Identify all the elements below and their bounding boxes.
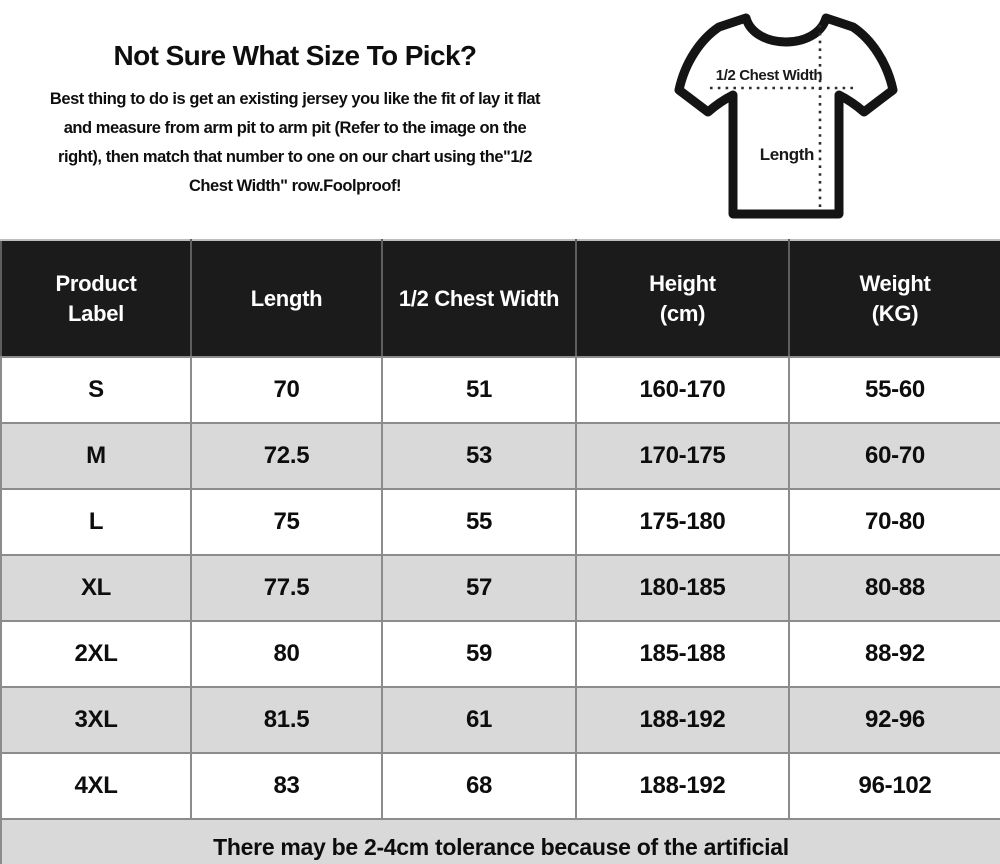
tshirt-outline-icon (674, 13, 898, 219)
size-cell: 92-96 (788, 686, 1000, 754)
size-cell: 188-192 (575, 686, 790, 754)
size-label: S (0, 356, 192, 424)
size-row-s: S 70 51 160-170 55-60 (0, 356, 1000, 424)
page-title: Not Sure What Size To Pick? (113, 40, 477, 71)
size-cell: 55 (381, 488, 577, 556)
size-row-4xl: 4XL 83 68 188-192 96-102 (0, 752, 1000, 820)
size-cell: 188-192 (575, 752, 790, 820)
size-cell: 61 (381, 686, 577, 754)
size-cell: 80 (190, 620, 383, 688)
length-label: Length (760, 145, 814, 164)
header-cell-product-label: Product Label (0, 239, 192, 358)
size-cell: 88-92 (788, 620, 1000, 688)
size-row-2xl: 2XL 80 59 185-188 88-92 (0, 620, 1000, 688)
size-table-header-row: Product Label Length 1/2 Chest Width Hei… (0, 239, 1000, 358)
size-cell: 83 (190, 752, 383, 820)
tshirt-diagram: 1/2 Chest Width Length (666, 4, 906, 232)
size-cell: 77.5 (190, 554, 383, 622)
header-cell-weight: Weight (KG) (788, 239, 1000, 358)
size-cell: 175-180 (575, 488, 790, 556)
size-cell: 81.5 (190, 686, 383, 754)
size-cell: 180-185 (575, 554, 790, 622)
size-cell: 72.5 (190, 422, 383, 490)
size-cell: 51 (381, 356, 577, 424)
size-cell: 59 (381, 620, 577, 688)
size-row-3xl: 3XL 81.5 61 188-192 92-96 (0, 686, 1000, 754)
intro-block: Not Sure What Size To Pick? Best thing t… (0, 40, 590, 201)
size-cell: 80-88 (788, 554, 1000, 622)
size-cell: 185-188 (575, 620, 790, 688)
tolerance-note: There may be 2-4cm tolerance because of … (0, 818, 1000, 864)
size-row-m: M 72.5 53 170-175 60-70 (0, 422, 1000, 490)
header-cell-height: Height (cm) (575, 239, 790, 358)
size-cell: 53 (381, 422, 577, 490)
size-row-xl: XL 77.5 57 180-185 80-88 (0, 554, 1000, 622)
size-row-l: L 75 55 175-180 70-80 (0, 488, 1000, 556)
header-cell-length: Length (190, 239, 383, 358)
size-cell: 160-170 (575, 356, 790, 424)
size-cell: 96-102 (788, 752, 1000, 820)
size-cell: 70 (190, 356, 383, 424)
size-label: L (0, 488, 192, 556)
tshirt-diagram-svg: 1/2 Chest Width Length (674, 13, 898, 219)
size-cell: 70-80 (788, 488, 1000, 556)
header-cell-chest-width: 1/2 Chest Width (381, 239, 577, 358)
size-label: 4XL (0, 752, 192, 820)
size-cell: 57 (381, 554, 577, 622)
size-label: XL (0, 554, 192, 622)
tolerance-row: There may be 2-4cm tolerance because of … (0, 818, 1000, 864)
size-cell: 68 (381, 752, 577, 820)
size-label: 3XL (0, 686, 192, 754)
size-cell: 170-175 (575, 422, 790, 490)
size-label: 2XL (0, 620, 192, 688)
size-table: Product Label Length 1/2 Chest Width Hei… (0, 239, 1000, 864)
intro-paragraph: Best thing to do is get an existing jers… (49, 90, 541, 195)
size-cell: 60-70 (788, 422, 1000, 490)
size-cell: 75 (190, 488, 383, 556)
size-label: M (0, 422, 192, 490)
size-cell: 55-60 (788, 356, 1000, 424)
chest-width-label: 1/2 Chest Width (716, 67, 823, 84)
